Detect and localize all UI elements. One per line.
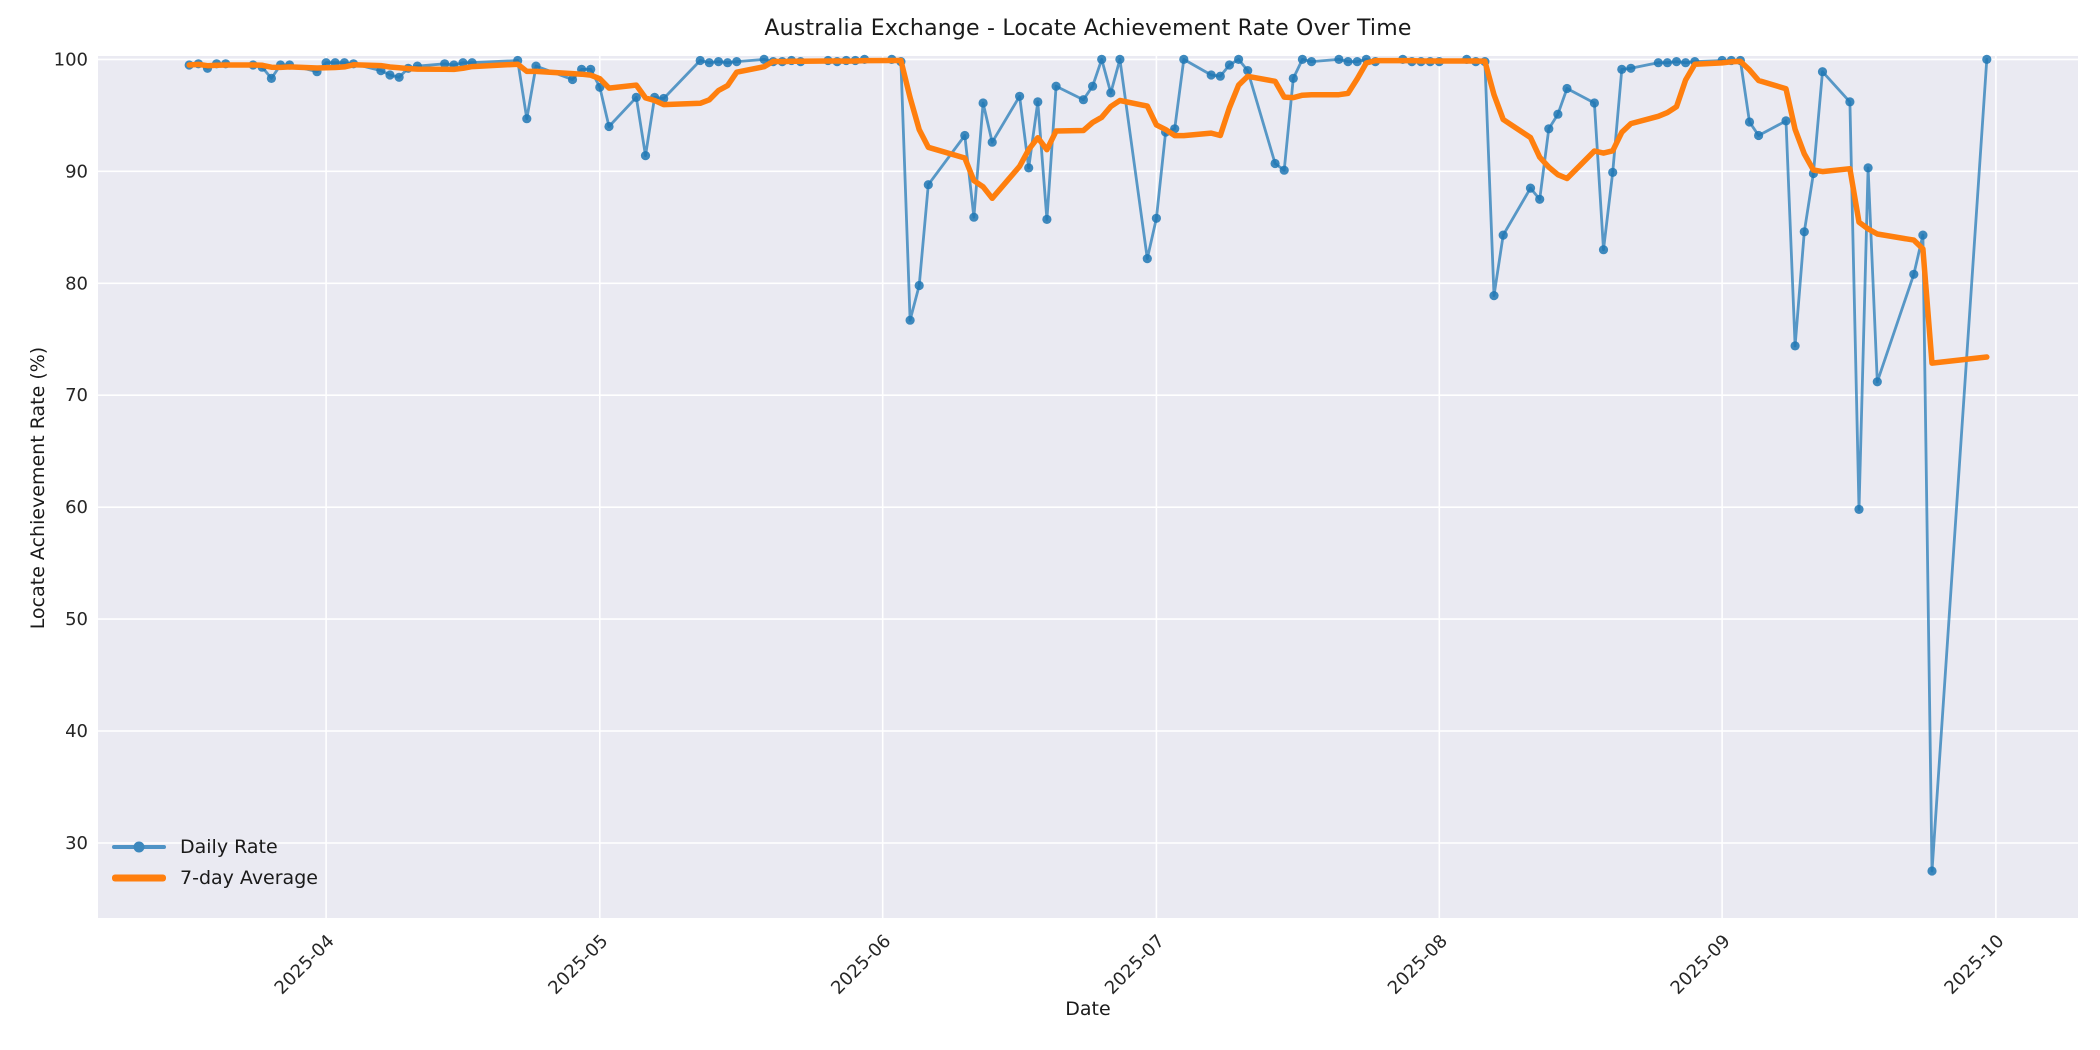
daily-rate-line-swatch-icon	[112, 836, 166, 858]
svg-text:80: 80	[65, 273, 88, 294]
legend-label-7day-average: 7-day Average	[180, 867, 318, 889]
svg-text:100: 100	[54, 49, 88, 70]
x-tick-labels: 2025-04 2025-05 2025-06 2025-07 2025-08 2025-…	[271, 931, 2009, 999]
svg-text:2025-07: 2025-07	[1101, 931, 1169, 999]
svg-text:90: 90	[65, 161, 88, 182]
legend-label-daily-rate: Daily Rate	[180, 836, 278, 858]
legend: Daily Rate 7-day Average	[112, 836, 318, 889]
avg-line-swatch-icon	[112, 867, 166, 889]
svg-text:40: 40	[65, 721, 88, 742]
plot-background	[98, 56, 2078, 918]
svg-text:50: 50	[65, 609, 88, 630]
svg-text:70: 70	[65, 385, 88, 406]
x-axis-title: Date	[1065, 998, 1111, 1020]
y-tick-labels: 30 40 50 60 70 80 90 100	[54, 49, 88, 854]
svg-text:2025-08: 2025-08	[1384, 931, 1452, 999]
legend-item-daily-rate: Daily Rate	[112, 836, 318, 858]
svg-text:2025-09: 2025-09	[1667, 931, 1735, 999]
svg-text:2025-04: 2025-04	[271, 931, 339, 999]
gridlines	[98, 56, 2078, 918]
chart-title: Australia Exchange - Locate Achievement …	[764, 16, 1412, 41]
svg-text:2025-05: 2025-05	[544, 931, 612, 999]
svg-text:60: 60	[65, 497, 88, 518]
svg-text:30: 30	[65, 833, 88, 854]
svg-text:2025-10: 2025-10	[1940, 931, 2008, 999]
seven-day-average-line	[186, 57, 1990, 366]
svg-text:2025-06: 2025-06	[827, 931, 895, 999]
legend-item-7day-average: 7-day Average	[112, 867, 318, 889]
